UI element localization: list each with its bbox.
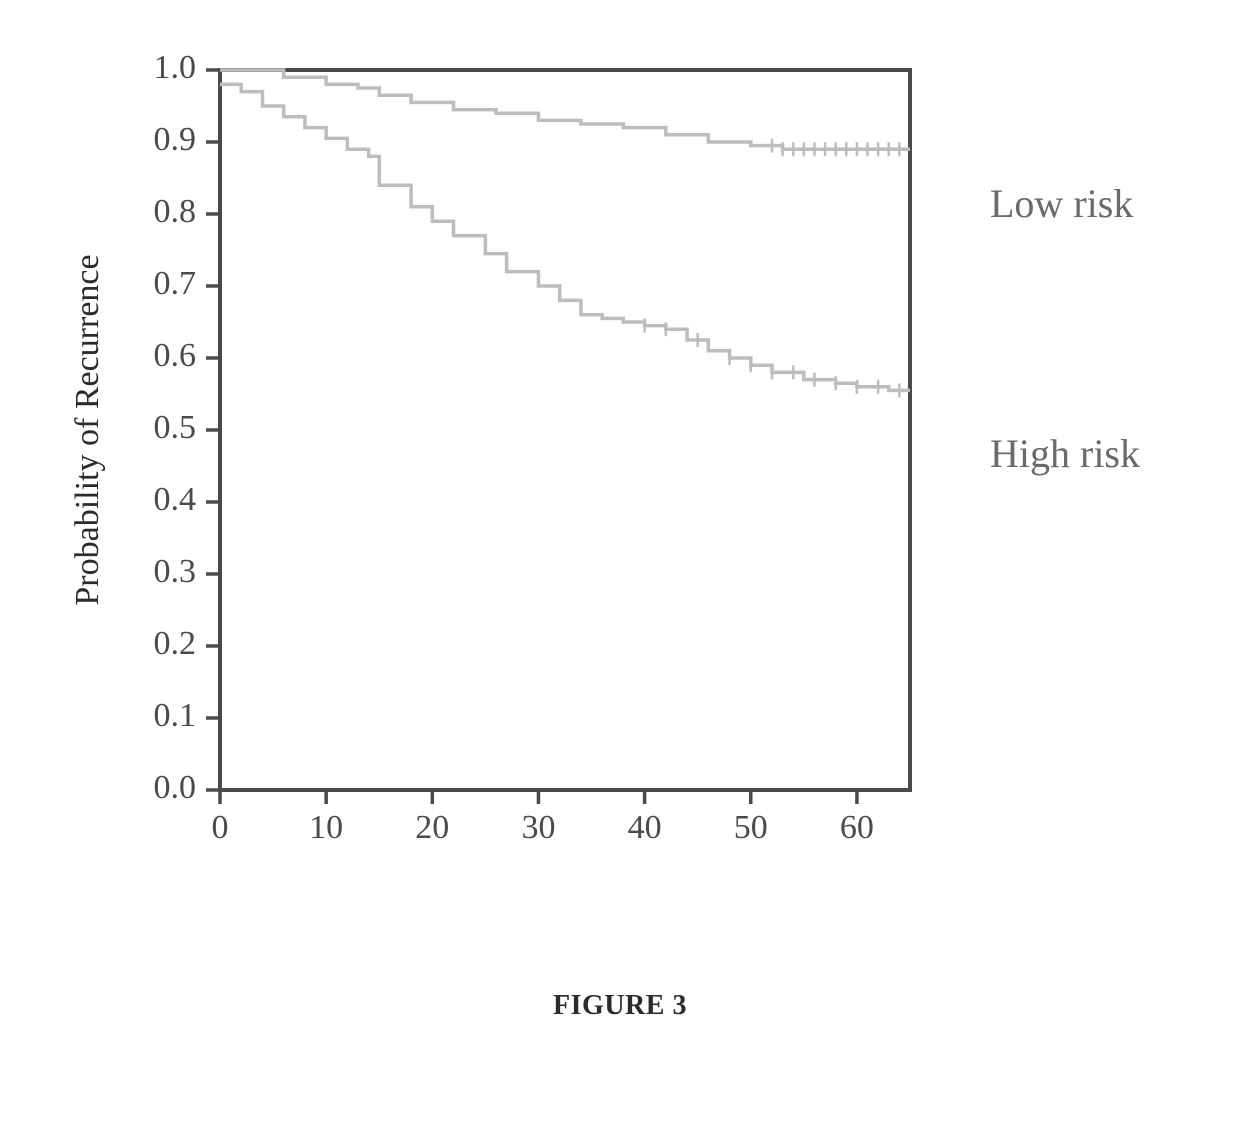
series-label-high-risk: High risk [990, 430, 1140, 477]
y-tick-label: 0.0 [154, 769, 197, 806]
x-tick-label: 40 [628, 809, 662, 846]
y-axis-label: Probability of Recurrence [69, 254, 106, 605]
y-tick-label: 1.0 [154, 49, 197, 86]
y-tick-label: 0.8 [154, 193, 197, 230]
series-label-low-risk: Low risk [990, 180, 1133, 227]
y-tick-label: 0.9 [154, 121, 197, 158]
y-tick-label: 0.2 [154, 625, 197, 662]
x-tick-label: 10 [309, 809, 343, 846]
x-tick-label: 0 [212, 809, 229, 846]
figure-caption: FIGURE 3 [0, 990, 1240, 1022]
y-tick-label: 0.3 [154, 553, 197, 590]
x-tick-label: 20 [415, 809, 449, 846]
y-tick-label: 0.7 [154, 265, 197, 302]
chart-container: 0.0 0.1 0.2 0.3 0.4 0.5 0.6 0.7 0.8 0.9 1.0 0 10 20 30… [60, 40, 1160, 865]
y-tick-label: 0.6 [154, 337, 197, 374]
y-tick-label: 0.4 [154, 481, 197, 518]
x-tick-label: 60 [840, 809, 874, 846]
y-tick-label: 0.1 [154, 697, 197, 734]
x-tick-label: 50 [734, 809, 768, 846]
x-tick-label: 30 [521, 809, 555, 846]
y-tick-label: 0.5 [154, 409, 197, 446]
page: 0.0 0.1 0.2 0.3 0.4 0.5 0.6 0.7 0.8 0.9 1.0 0 10 20 30… [0, 0, 1240, 1124]
